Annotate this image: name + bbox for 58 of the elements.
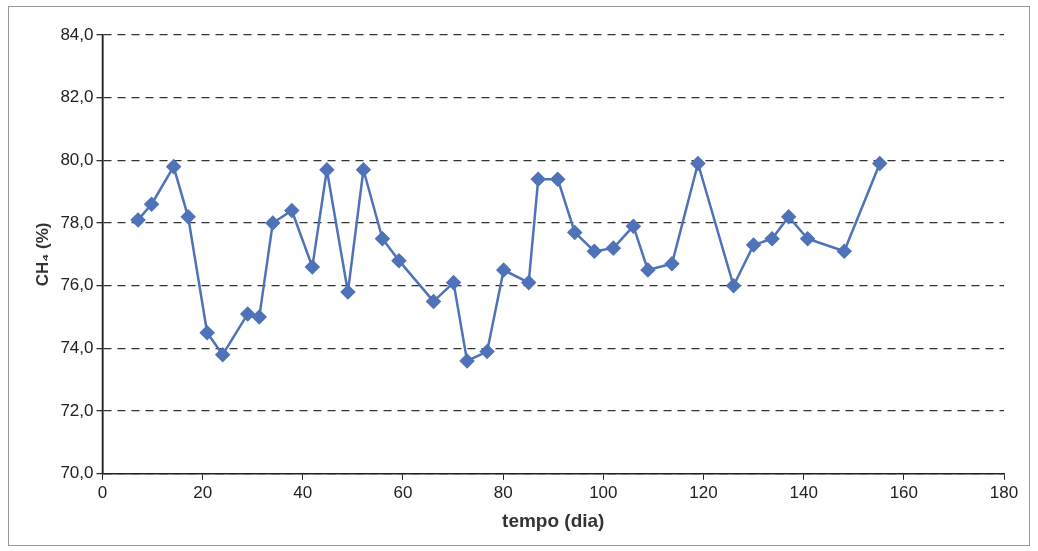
point: [284, 203, 300, 218]
point: [305, 259, 320, 275]
point: [340, 284, 356, 300]
point: [764, 231, 780, 246]
point: [836, 244, 852, 259]
point: [391, 253, 407, 268]
point: [530, 171, 546, 187]
point: [144, 197, 159, 212]
point: [446, 275, 461, 290]
point: [215, 347, 230, 362]
x-tick-label: 20: [193, 482, 213, 502]
y-tick-label: 74,0: [60, 338, 94, 358]
point: [640, 262, 656, 278]
y-tick-label: 80,0: [60, 150, 94, 170]
point: [626, 218, 641, 234]
x-tick-label: 140: [789, 482, 818, 502]
point: [550, 171, 565, 187]
point: [130, 212, 146, 228]
point: [166, 159, 181, 174]
point: [496, 262, 511, 278]
x-tick-label: 160: [889, 482, 919, 502]
y-tick-label: 78,0: [60, 212, 94, 232]
y-tick-label: 82,0: [60, 87, 94, 107]
y-tick-label: 72,0: [60, 400, 94, 420]
point: [375, 231, 390, 246]
x-axis-title: tempo (dia): [502, 509, 605, 531]
point: [265, 215, 281, 231]
point: [199, 325, 215, 341]
point: [800, 231, 815, 246]
point: [587, 244, 602, 259]
point: [459, 353, 475, 369]
y-axis-title: CH₄ (%): [32, 222, 52, 287]
x-tick-label: 40: [293, 482, 313, 502]
x-tick-label: 120: [689, 482, 718, 502]
y-tick-label: 70,0: [60, 463, 94, 483]
x-tick-label: 80: [493, 482, 513, 502]
point: [746, 237, 761, 253]
x-tick-label: 100: [589, 482, 618, 502]
point: [426, 294, 441, 309]
point: [606, 240, 621, 256]
point: [872, 156, 888, 171]
point: [252, 309, 267, 325]
y-tick-label: 76,0: [60, 275, 94, 295]
x-tick-label: 60: [393, 482, 413, 502]
point: [319, 162, 335, 178]
point: [521, 275, 536, 290]
point: [567, 225, 583, 240]
point: [664, 256, 680, 272]
point: [781, 209, 796, 225]
point: [726, 278, 741, 293]
point: [180, 209, 196, 225]
y-tick-label: 84,0: [60, 24, 94, 44]
point: [479, 344, 495, 359]
point: [240, 306, 255, 322]
point: [690, 156, 706, 171]
point: [356, 162, 371, 178]
x-tick-label: 0: [97, 482, 108, 502]
x-tick-label: 180: [989, 482, 1019, 502]
